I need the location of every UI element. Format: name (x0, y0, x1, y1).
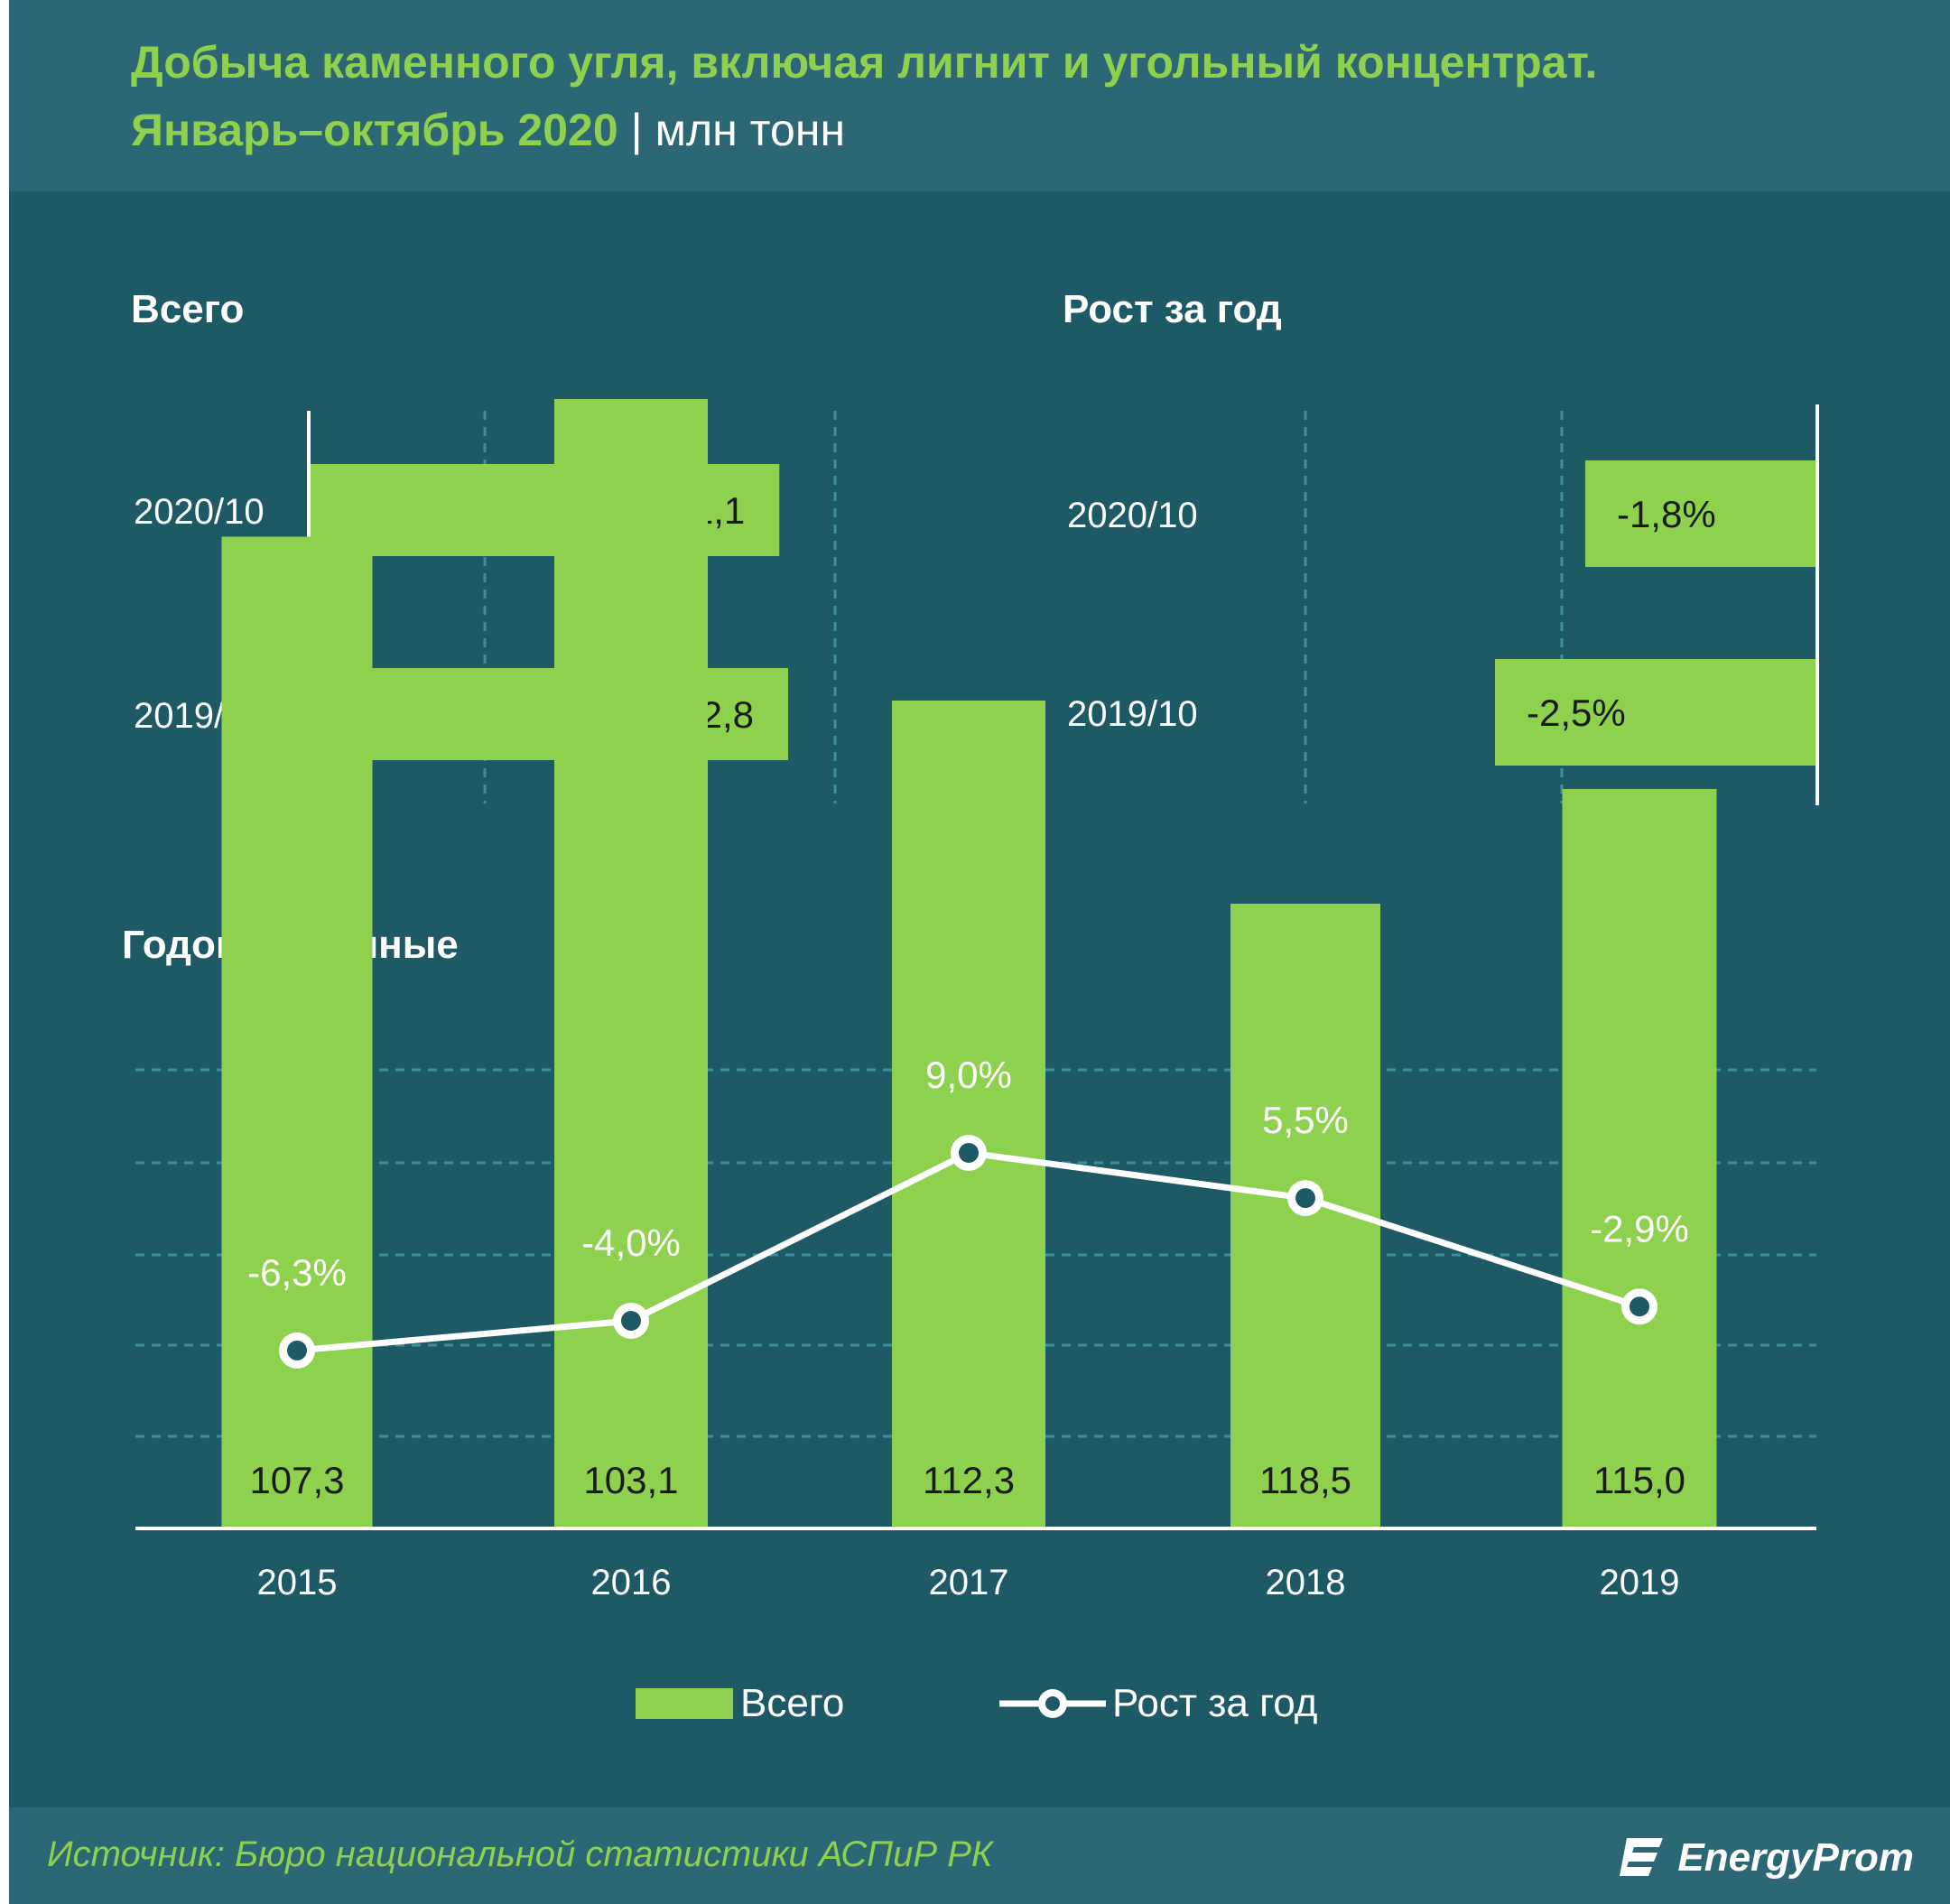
growth-bar-label: -1,8% (1617, 493, 1716, 535)
infographic: Добыча каменного угля, включая лигнит и … (9, 0, 1950, 1904)
annual-category-label: 2018 (1266, 1563, 1346, 1602)
growth-point-label: -6,3% (247, 1251, 347, 1294)
annual-category-label: 2016 (591, 1563, 672, 1602)
logo-text: EnergyProm (1677, 1835, 1914, 1880)
header-band: Добыча каменного угля, включая лигнит и … (9, 0, 1950, 191)
growth-point-label: 9,0% (925, 1054, 1012, 1096)
title-line-1: Добыча каменного угля, включая лигнит и … (131, 37, 1598, 88)
annual-bar (1562, 788, 1717, 1528)
legend-bar-label: Всего (740, 1681, 844, 1725)
annual-bar-label: 107,3 (249, 1459, 344, 1501)
growth-category-label: 2020/10 (1067, 496, 1198, 535)
annual-bar-label: 112,3 (923, 1459, 1015, 1501)
total-bar (309, 668, 788, 760)
title-unit: млн тонн (655, 105, 846, 155)
legend-bar-swatch (636, 1688, 733, 1719)
energyprom-logo-icon (1620, 1838, 1664, 1876)
growth-bar-label: -2,5% (1527, 692, 1626, 734)
legend-line-marker-center (1045, 1696, 1060, 1711)
annual-bar-label: 118,5 (1259, 1459, 1351, 1501)
footer-band: Источник: Бюро национальной статистики А… (9, 1807, 1950, 1904)
section-title-growth: Рост за год (1063, 287, 1282, 331)
growth-point-center (959, 1143, 979, 1163)
growth-point-center (287, 1340, 307, 1361)
growth-point-label: -2,9% (1590, 1207, 1689, 1249)
growth-point-label: -4,0% (581, 1221, 681, 1264)
annual-category-label: 2015 (257, 1563, 338, 1602)
energyprom-logo: EnergyProm (1618, 1831, 1914, 1885)
section-title-total: Всего (131, 287, 245, 331)
legend-line-label: Рост за год (1112, 1681, 1317, 1725)
title-line-2: Январь–октябрь 2020 | млн тонн (131, 104, 845, 156)
annual-bar-label: 103,1 (583, 1459, 678, 1501)
annual-bar (554, 399, 708, 1528)
title-separator: | (630, 105, 643, 155)
growth-point-center (621, 1311, 641, 1331)
annual-category-label: 2019 (1600, 1563, 1680, 1602)
total-category-label: 2020/10 (134, 492, 265, 532)
growth-point-center (1630, 1296, 1649, 1317)
growth-point-label: 5,5% (1262, 1099, 1349, 1141)
annual-bar (892, 700, 1045, 1528)
annual-bar-label: 115,0 (1593, 1459, 1685, 1501)
source-note: Источник: Бюро национальной статистики А… (47, 1834, 993, 1874)
annual-bar (221, 536, 373, 1528)
charts-canvas: 91,12020/1092,82019/10-1,8%2020/10-2,5%2… (134, 399, 1819, 1725)
annual-category-label: 2017 (929, 1563, 1009, 1602)
title-period: Январь–октябрь 2020 (131, 105, 618, 155)
growth-bar (1584, 460, 1817, 567)
growth-point-center (1295, 1188, 1315, 1209)
growth-bar (1495, 659, 1817, 766)
growth-category-label: 2019/10 (1067, 694, 1198, 734)
